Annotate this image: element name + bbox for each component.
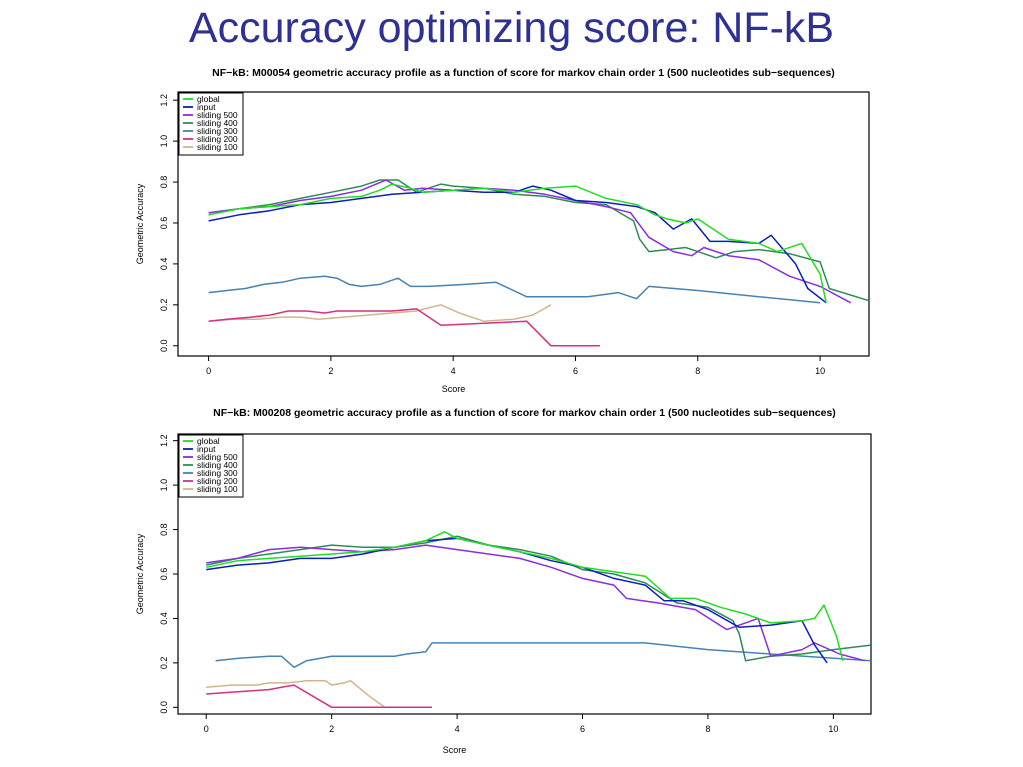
x-tick-label: 6	[580, 724, 585, 734]
series-line-sliding-300	[208, 275, 821, 304]
legend-label: global	[197, 94, 220, 104]
x-axis-label: Score	[443, 745, 467, 755]
plot-frame	[177, 91, 870, 357]
chart-m00054: NF−kB: M00054 geometric accuracy profile…	[135, 67, 870, 392]
series-line-sliding-400	[206, 535, 872, 662]
series-line-sliding-100	[206, 679, 386, 708]
y-tick-label: 0.0	[159, 340, 169, 353]
y-tick-label: 0.0	[159, 701, 169, 714]
series-line-input	[206, 537, 828, 664]
legend-label: sliding 400	[197, 460, 238, 470]
series-line-sliding-100	[208, 304, 552, 322]
x-tick-label: 4	[455, 724, 460, 734]
legend-label: sliding 400	[197, 118, 238, 128]
y-tick-label: 0.6	[159, 217, 169, 230]
x-tick-label: 6	[573, 366, 578, 376]
series-group	[208, 179, 870, 347]
x-tick-label: 8	[695, 366, 700, 376]
y-axis-label: Geometric Accuracy	[135, 183, 145, 264]
legend-label: input	[197, 444, 216, 454]
series-line-sliding-200	[206, 684, 432, 709]
series-line-input	[208, 185, 827, 304]
chart-title: NF−kB: M00054 geometric accuracy profile…	[212, 67, 835, 79]
x-tick-label: 4	[451, 366, 456, 376]
slide-title: Accuracy optimizing score: NF-kB	[188, 4, 835, 52]
series-line-sliding-500	[208, 179, 852, 304]
legend-label: sliding 200	[197, 134, 238, 144]
series-line-global	[208, 183, 827, 303]
x-tick-label: 2	[329, 724, 334, 734]
y-tick-label: 0.8	[159, 523, 169, 536]
legend-label: sliding 500	[197, 452, 238, 462]
series-line-sliding-500	[206, 544, 865, 662]
series-line-sliding-200	[208, 308, 600, 347]
x-tick-label: 10	[828, 724, 838, 734]
y-tick-label: 0.4	[159, 612, 169, 625]
x-tick-label: 0	[206, 366, 211, 376]
plot-frame	[177, 433, 872, 715]
series-line-global	[206, 531, 844, 661]
chart-m00208: NF−kB: M00208 geometric accuracy profile…	[135, 407, 872, 755]
y-tick-label: 0.6	[159, 568, 169, 581]
y-tick-label: 1.2	[159, 434, 169, 447]
legend-label: input	[197, 102, 216, 112]
series-line-sliding-300	[215, 642, 872, 669]
x-tick-label: 10	[815, 366, 825, 376]
y-tick-label: 0.2	[159, 657, 169, 670]
legend-label: sliding 300	[197, 126, 238, 136]
series-line-sliding-400	[208, 179, 870, 302]
y-tick-label: 0.2	[159, 299, 169, 312]
y-tick-label: 0.4	[159, 258, 169, 271]
y-tick-label: 1.2	[159, 94, 169, 107]
legend-label: sliding 200	[197, 476, 238, 486]
legend-label: sliding 100	[197, 484, 238, 494]
series-group	[206, 531, 872, 709]
legend-box	[178, 434, 244, 498]
y-tick-label: 1.0	[159, 479, 169, 492]
legend-label: sliding 300	[197, 468, 238, 478]
x-tick-label: 0	[204, 724, 209, 734]
x-tick-label: 8	[705, 724, 710, 734]
y-tick-label: 0.8	[159, 176, 169, 189]
x-axis-label: Score	[442, 384, 466, 392]
legend-label: sliding 100	[197, 142, 238, 152]
x-tick-label: 2	[328, 366, 333, 376]
y-tick-label: 1.0	[159, 135, 169, 148]
y-axis-label: Geometric Accuracy	[135, 533, 145, 614]
chart-title: NF−kB: M00208 geometric accuracy profile…	[213, 407, 836, 419]
legend-box	[178, 92, 244, 156]
legend-label: global	[197, 436, 220, 446]
legend-label: sliding 500	[197, 110, 238, 120]
